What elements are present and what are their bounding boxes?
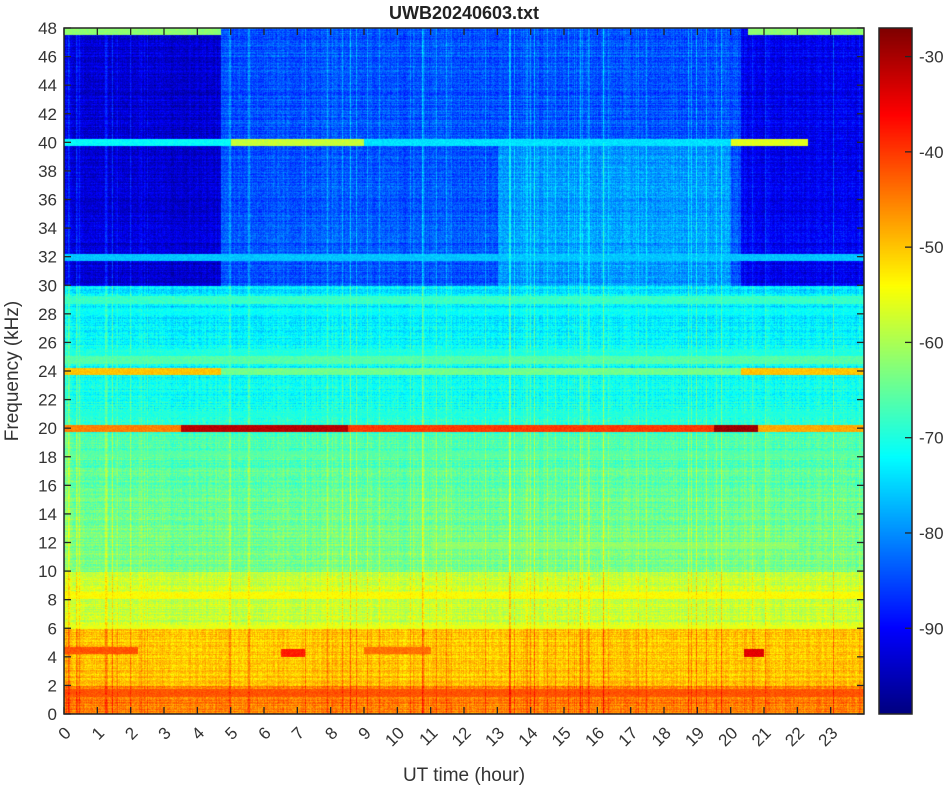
- x-tick-label: 4: [188, 723, 208, 743]
- x-tick-label: 1: [88, 723, 108, 743]
- y-tick-label: 30: [38, 276, 57, 295]
- y-tick-label: 32: [38, 248, 57, 267]
- x-tick-label: 9: [355, 723, 375, 743]
- y-tick-label: 18: [38, 448, 57, 467]
- x-tick-label: 13: [481, 723, 508, 750]
- y-axis-label: Frequency (kHz): [2, 301, 23, 441]
- y-tick-label: 24: [38, 362, 57, 381]
- y-tick-label: 38: [38, 162, 57, 181]
- y-tick-label: 10: [38, 562, 57, 581]
- colorbar-frame: [878, 27, 913, 715]
- y-tick-label: 42: [38, 105, 57, 124]
- plot-frame: [63, 27, 865, 715]
- y-tick-label: 6: [48, 619, 57, 638]
- colorbar-tick-label: -30: [919, 48, 944, 67]
- colorbar-tick-label: -90: [919, 619, 944, 638]
- x-tick-label: 22: [781, 723, 808, 750]
- spectrogram-image: [64, 28, 864, 714]
- x-tick-label: 2: [121, 723, 141, 743]
- y-tick-label: 28: [38, 305, 57, 324]
- x-tick-label: 10: [381, 723, 408, 750]
- colorbar-tick-label: -60: [919, 333, 944, 352]
- x-tick-label: 23: [815, 723, 842, 750]
- x-tick-label: 21: [748, 723, 775, 750]
- y-tick-label: 12: [38, 534, 57, 553]
- x-tick-label: 5: [221, 723, 241, 743]
- y-tick-label: 0: [48, 705, 57, 724]
- y-tick-label: 44: [38, 76, 57, 95]
- y-tick-label: 34: [38, 219, 57, 238]
- y-tick-label: 48: [38, 19, 57, 38]
- x-tick-label: 19: [681, 723, 708, 750]
- x-tick-label: 8: [321, 723, 341, 743]
- chart-title: UWB20240603.txt: [389, 3, 539, 23]
- colorbar-tick-label: -70: [919, 429, 944, 448]
- x-tick-label: 3: [155, 723, 175, 743]
- x-tick-label: 18: [648, 723, 675, 750]
- colorbar-tick-label: -40: [919, 143, 944, 162]
- x-tick-label: 11: [416, 723, 442, 749]
- y-tick-label: 4: [48, 648, 57, 667]
- y-tick-label: 26: [38, 333, 57, 352]
- x-tick-label: 6: [255, 723, 275, 743]
- y-tick-label: 8: [48, 591, 57, 610]
- x-tick-label: 17: [615, 723, 642, 750]
- x-tick-label: 14: [515, 723, 542, 750]
- x-tick-label: 0: [55, 723, 75, 743]
- x-axis-label: UT time (hour): [403, 765, 525, 786]
- y-tick-label: 36: [38, 191, 57, 210]
- x-tick-label: 15: [548, 723, 575, 750]
- colorbar-tick-label: -80: [919, 524, 944, 543]
- y-tick-label: 16: [38, 476, 57, 495]
- y-tick-label: 14: [38, 505, 57, 524]
- x-tick-label: 16: [581, 723, 608, 750]
- x-tick-label: 7: [288, 723, 308, 743]
- colorbar-tick-label: -50: [919, 238, 944, 257]
- y-tick-label: 2: [48, 676, 57, 695]
- x-tick-label: 20: [715, 723, 742, 750]
- colorbar-gradient: [879, 28, 912, 714]
- x-tick-label: 12: [448, 723, 475, 750]
- y-tick-label: 46: [38, 48, 57, 67]
- y-tick-label: 20: [38, 419, 57, 438]
- y-tick-label: 40: [38, 133, 57, 152]
- y-tick-label: 22: [38, 391, 57, 410]
